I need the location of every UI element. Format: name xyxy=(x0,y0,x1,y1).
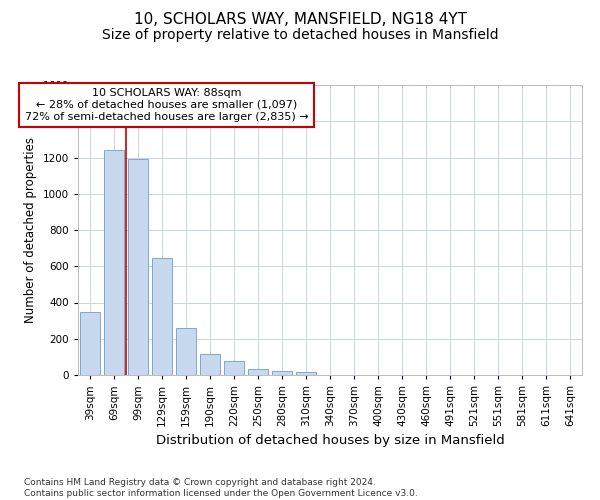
Bar xyxy=(128,160,148,375)
Bar xyxy=(80,312,100,375)
Bar xyxy=(176,328,196,375)
Text: 10 SCHOLARS WAY: 88sqm
← 28% of detached houses are smaller (1,097)
72% of semi-: 10 SCHOLARS WAY: 88sqm ← 28% of detached… xyxy=(25,88,308,122)
Text: 10, SCHOLARS WAY, MANSFIELD, NG18 4YT: 10, SCHOLARS WAY, MANSFIELD, NG18 4YT xyxy=(133,12,467,28)
Bar xyxy=(272,372,292,375)
Bar xyxy=(104,150,124,375)
Text: Contains HM Land Registry data © Crown copyright and database right 2024.
Contai: Contains HM Land Registry data © Crown c… xyxy=(24,478,418,498)
Y-axis label: Number of detached properties: Number of detached properties xyxy=(24,137,37,323)
X-axis label: Distribution of detached houses by size in Mansfield: Distribution of detached houses by size … xyxy=(155,434,505,448)
Bar xyxy=(224,362,244,375)
Bar xyxy=(152,258,172,375)
Bar xyxy=(296,372,316,375)
Bar xyxy=(200,354,220,375)
Bar xyxy=(248,368,268,375)
Text: Size of property relative to detached houses in Mansfield: Size of property relative to detached ho… xyxy=(101,28,499,42)
